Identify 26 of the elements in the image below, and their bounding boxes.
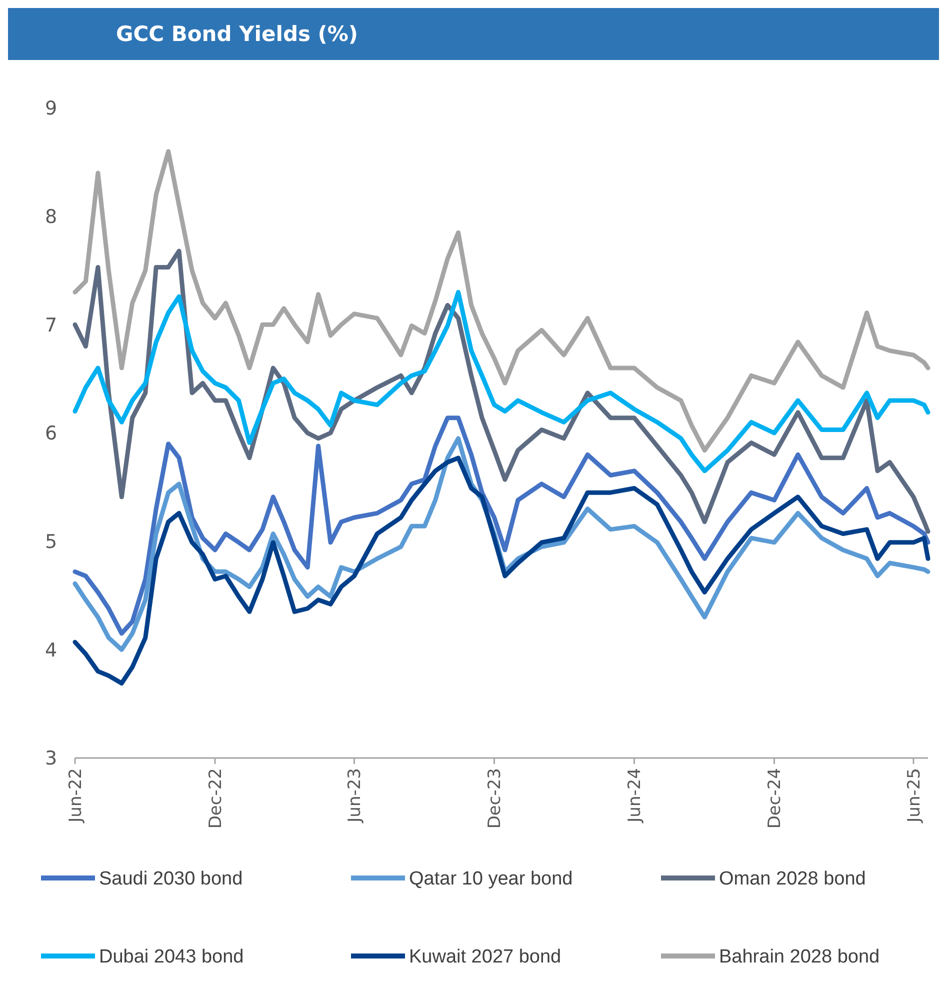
- line-series: [72, 290, 930, 474]
- y-tick-label: 7: [44, 314, 58, 336]
- line-series: [72, 248, 930, 534]
- line-series: [72, 149, 930, 453]
- legend-label: Oman 2028 bond: [719, 868, 866, 890]
- line-series: [72, 456, 930, 686]
- x-tick-label: Dec-22: [206, 768, 226, 829]
- x-tick-label: Jun-24: [625, 768, 646, 824]
- y-tick-label: 4: [44, 639, 58, 662]
- legend-label: Kuwait 2027 bond: [409, 946, 562, 968]
- y-tick-label: 8: [44, 206, 58, 228]
- chart-title: GCC Bond Yields (%): [116, 22, 358, 46]
- x-tick-label: Dec-23: [485, 768, 506, 829]
- x-tick-label: Jun-25: [904, 768, 924, 824]
- x-tick-label: Jun-22: [66, 768, 86, 824]
- x-tick-label: Dec-24: [765, 768, 786, 829]
- legend-label: Dubai 2043 bond: [99, 946, 244, 968]
- legend-label: Qatar 10 year bond: [409, 868, 573, 890]
- legend-label: Saudi 2030 bond: [99, 868, 243, 890]
- y-tick-label: 9: [44, 98, 58, 120]
- legend-label: Bahrain 2028 bond: [719, 946, 880, 968]
- y-tick-label: 5: [44, 530, 58, 553]
- x-tick-label: Jun-23: [345, 768, 366, 824]
- line-series: [72, 416, 930, 636]
- y-tick-label: 3: [44, 748, 58, 770]
- y-tick-label: 6: [44, 422, 58, 445]
